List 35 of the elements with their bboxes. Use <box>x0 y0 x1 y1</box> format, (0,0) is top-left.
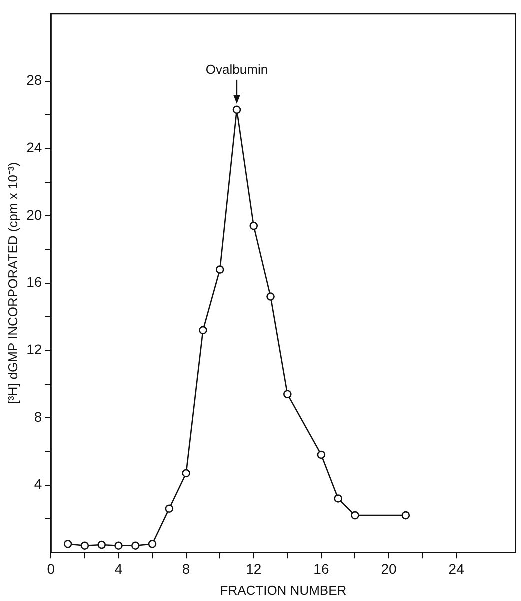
point <box>98 540 106 550</box>
point <box>250 222 258 230</box>
point <box>114 542 123 550</box>
x-tick-label: 20 <box>381 560 398 577</box>
y-tick-label: 16 <box>26 274 42 290</box>
x-tick-label: 8 <box>182 560 190 577</box>
y-tick-label: 20 <box>26 206 42 223</box>
point <box>351 511 360 520</box>
point <box>266 292 275 301</box>
point <box>64 540 72 548</box>
x-tick-label: 16 <box>314 560 330 577</box>
point <box>165 504 174 513</box>
x-axis-title: FRACTION NUMBER <box>220 582 347 598</box>
point <box>131 542 140 550</box>
point <box>148 540 157 548</box>
y-tick-label: 8 <box>34 408 42 425</box>
point <box>80 542 90 550</box>
x-tick-label: 0 <box>47 560 56 577</box>
x-tick-label: 4 <box>114 560 123 577</box>
point <box>182 469 190 478</box>
y-axis-title: [³H] dGMP INCORPORATED (cpm x 10⁻³) <box>5 162 20 404</box>
y-tick-label: 28 <box>26 72 42 88</box>
point <box>284 390 292 399</box>
annotation: Ovalbumin <box>206 62 268 78</box>
point <box>317 450 326 460</box>
x-tick-label: 12 <box>246 560 262 577</box>
point <box>402 511 410 520</box>
point <box>334 494 342 503</box>
point <box>216 266 224 274</box>
y-tick-label: 24 <box>26 140 42 156</box>
y-tick-label: 4 <box>34 476 42 492</box>
y-tick-label: 12 <box>26 341 42 358</box>
x-tick-label: 24 <box>448 560 465 577</box>
point <box>232 106 242 114</box>
point <box>199 326 208 335</box>
